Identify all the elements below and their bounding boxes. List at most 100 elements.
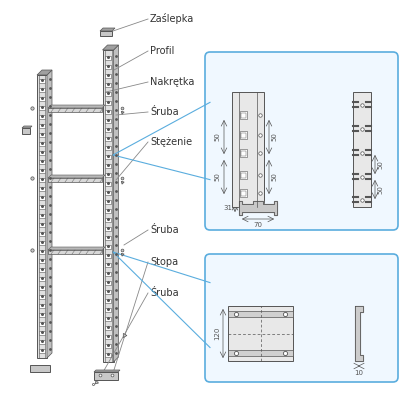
Text: 50: 50	[377, 160, 383, 169]
Bar	[105, 137, 111, 141]
Bar	[39, 196, 45, 200]
Bar	[240, 189, 247, 197]
Bar	[240, 171, 247, 179]
Bar	[105, 182, 111, 186]
Bar	[105, 299, 111, 303]
Polygon shape	[48, 247, 105, 250]
Bar	[105, 56, 111, 60]
Bar	[105, 227, 111, 231]
Text: 50: 50	[214, 132, 220, 142]
Bar	[39, 178, 45, 182]
Polygon shape	[94, 370, 120, 372]
Bar	[39, 187, 45, 191]
Text: Stężenie: Stężenie	[150, 137, 192, 147]
Polygon shape	[48, 178, 102, 182]
Bar	[39, 205, 45, 209]
Polygon shape	[37, 70, 52, 75]
Bar	[39, 277, 45, 281]
Bar	[105, 173, 111, 177]
Bar	[105, 218, 111, 222]
Text: 70: 70	[254, 222, 262, 228]
Bar	[105, 83, 111, 87]
Bar	[39, 250, 45, 254]
Bar	[105, 191, 111, 195]
Bar	[105, 281, 111, 285]
Bar	[39, 304, 45, 308]
Bar	[39, 241, 45, 245]
Bar	[39, 223, 45, 227]
Bar	[39, 88, 45, 92]
Polygon shape	[48, 250, 102, 254]
Bar	[105, 272, 111, 276]
Bar	[105, 65, 111, 69]
Polygon shape	[355, 306, 363, 361]
Bar	[353, 92, 371, 207]
Bar	[232, 92, 264, 207]
Bar	[105, 146, 111, 150]
Bar	[105, 353, 111, 357]
Text: Śruba: Śruba	[150, 107, 179, 117]
Bar	[39, 331, 45, 335]
Bar	[39, 313, 45, 317]
Bar	[105, 92, 111, 96]
Bar	[105, 200, 111, 204]
Polygon shape	[48, 105, 105, 108]
Bar	[39, 340, 45, 344]
Bar	[241, 133, 246, 138]
Polygon shape	[48, 108, 102, 112]
Bar	[39, 160, 45, 164]
Text: 50: 50	[214, 172, 220, 182]
Polygon shape	[47, 70, 52, 358]
Bar	[105, 326, 111, 330]
FancyBboxPatch shape	[205, 254, 398, 382]
Bar	[39, 295, 45, 299]
Text: 120: 120	[214, 327, 220, 340]
Bar	[39, 97, 45, 101]
Bar	[105, 317, 111, 321]
Polygon shape	[22, 126, 32, 128]
Bar	[241, 113, 246, 118]
Bar	[228, 306, 293, 361]
Bar	[228, 350, 293, 356]
Bar	[105, 119, 111, 123]
Polygon shape	[30, 365, 50, 372]
Bar	[105, 74, 111, 78]
Text: 50: 50	[377, 185, 383, 194]
Bar	[105, 110, 111, 114]
Bar	[105, 245, 111, 249]
Bar	[240, 131, 247, 139]
Bar	[241, 191, 246, 196]
Bar	[39, 232, 45, 236]
Text: Zaślepka: Zaślepka	[150, 14, 194, 24]
Bar	[105, 344, 111, 348]
Bar	[39, 268, 45, 272]
Bar	[39, 349, 45, 353]
Bar	[105, 209, 111, 213]
Polygon shape	[114, 45, 118, 362]
Bar	[105, 128, 111, 132]
Polygon shape	[102, 45, 118, 50]
Text: 10: 10	[354, 370, 364, 376]
Bar	[105, 263, 111, 267]
Bar	[241, 173, 246, 178]
Bar	[39, 106, 45, 110]
Text: Stopa: Stopa	[150, 257, 178, 267]
Bar	[39, 115, 45, 119]
Polygon shape	[100, 28, 115, 31]
Bar	[39, 286, 45, 290]
Bar	[228, 311, 293, 317]
Polygon shape	[22, 128, 30, 134]
Polygon shape	[239, 201, 277, 215]
Text: 31: 31	[223, 205, 232, 211]
Text: Śruba: Śruba	[150, 288, 179, 298]
Bar	[105, 308, 111, 312]
Bar	[39, 133, 45, 137]
Bar	[240, 111, 247, 119]
Text: Śruba: Śruba	[150, 225, 179, 235]
Bar	[39, 151, 45, 155]
Bar	[105, 155, 111, 159]
Polygon shape	[100, 31, 112, 36]
Bar	[105, 164, 111, 168]
Polygon shape	[48, 175, 105, 178]
Bar	[105, 254, 111, 258]
